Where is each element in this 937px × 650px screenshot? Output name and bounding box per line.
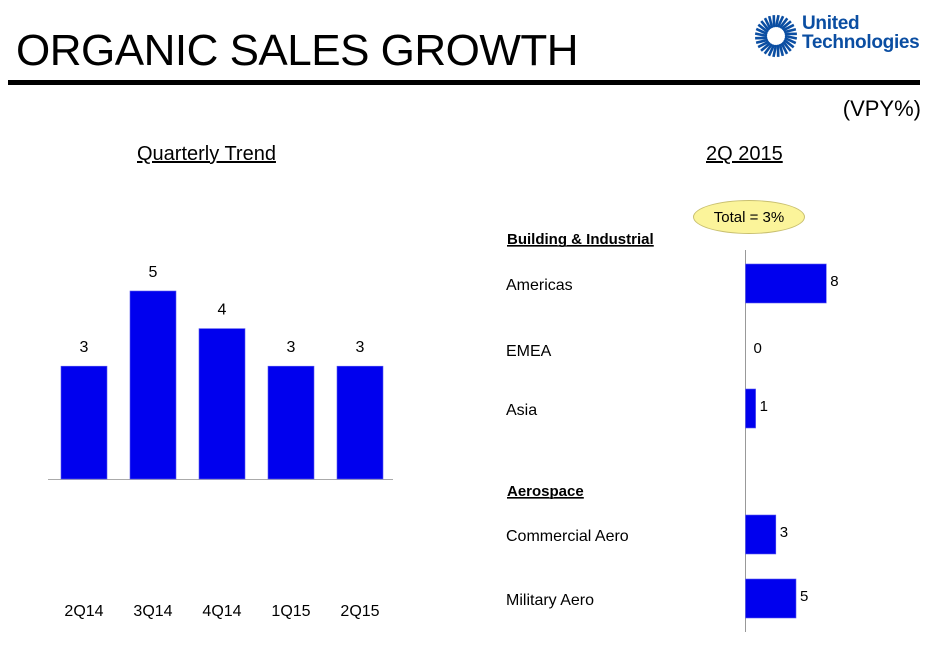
data-label: 0 bbox=[754, 340, 762, 357]
unit-label: (VPY%) bbox=[842, 96, 921, 121]
logo-ray bbox=[780, 20, 792, 30]
logo-line2: Technologies bbox=[802, 32, 920, 53]
data-label-2Q14: 3 bbox=[80, 339, 89, 356]
quarterly-chart-title: Quarterly Trend bbox=[137, 143, 276, 165]
tick-label-3Q14: 3Q14 bbox=[133, 603, 172, 620]
data-label-3Q14: 5 bbox=[149, 264, 158, 281]
logo-ray bbox=[767, 15, 774, 29]
category-label: EMEA bbox=[506, 343, 552, 360]
category-label: Commercial Aero bbox=[506, 528, 629, 545]
category-label: Asia bbox=[506, 402, 537, 419]
data-label-1Q15: 3 bbox=[287, 339, 296, 356]
bar-commercial-aero bbox=[745, 514, 777, 555]
logo-ray bbox=[767, 44, 776, 57]
bar-2Q15 bbox=[336, 365, 384, 480]
data-label: 1 bbox=[760, 398, 768, 415]
logo-ray bbox=[772, 44, 778, 58]
logo-ray bbox=[763, 17, 772, 30]
page-title: ORGANIC SALES GROWTH bbox=[16, 26, 579, 75]
logo-line1: United bbox=[802, 13, 860, 34]
bar-1Q15 bbox=[267, 365, 315, 480]
logo-ray bbox=[757, 40, 770, 49]
logo-ray bbox=[782, 40, 792, 52]
logo-ray bbox=[763, 43, 774, 55]
logo-ray bbox=[780, 42, 789, 55]
group-label: Aerospace bbox=[507, 483, 584, 500]
bar-3Q14 bbox=[129, 290, 177, 480]
segment-chart-title: 2Q 2015 bbox=[706, 143, 783, 165]
data-label: 8 bbox=[830, 273, 838, 290]
logo-ray bbox=[778, 43, 785, 57]
total-annotation: Total = 3% bbox=[693, 200, 805, 234]
tick-label-4Q14: 4Q14 bbox=[202, 603, 241, 620]
logo-text: United Technologies bbox=[802, 13, 920, 53]
logo-ray bbox=[784, 34, 798, 40]
data-label: 3 bbox=[780, 524, 788, 541]
logo-ray bbox=[774, 14, 780, 28]
logo-ray bbox=[783, 27, 797, 34]
tick-label-1Q15: 1Q15 bbox=[271, 603, 310, 620]
tick-label-2Q15: 2Q15 bbox=[340, 603, 379, 620]
data-label-4Q14: 4 bbox=[218, 302, 227, 319]
logo-ray bbox=[755, 27, 768, 36]
logo-ray bbox=[778, 17, 789, 29]
logo-ray bbox=[754, 32, 768, 38]
bar-military-aero bbox=[745, 578, 797, 619]
company-logo: United Technologies bbox=[754, 14, 924, 58]
title-divider bbox=[8, 80, 920, 85]
group-label: Building & Industrial bbox=[507, 231, 654, 248]
logo-ray bbox=[783, 38, 795, 49]
bar-4Q14 bbox=[198, 328, 246, 480]
logo-ray bbox=[757, 23, 769, 34]
data-label: 5 bbox=[800, 588, 808, 605]
logo-ray bbox=[760, 42, 772, 52]
logo-ray bbox=[755, 38, 769, 45]
data-label-2Q15: 3 bbox=[356, 339, 365, 356]
category-label: Military Aero bbox=[506, 592, 594, 609]
bar-americas bbox=[745, 263, 827, 304]
category-label: Americas bbox=[506, 277, 573, 294]
logo-ray bbox=[760, 20, 770, 32]
bar-asia bbox=[745, 388, 756, 429]
logo-ray bbox=[784, 36, 797, 45]
logo-ray bbox=[782, 23, 795, 32]
tick-label-2Q14: 2Q14 bbox=[64, 603, 103, 620]
logo-ray bbox=[776, 15, 785, 28]
bar-2Q14 bbox=[60, 365, 108, 480]
sunburst-logo-icon bbox=[754, 14, 798, 58]
